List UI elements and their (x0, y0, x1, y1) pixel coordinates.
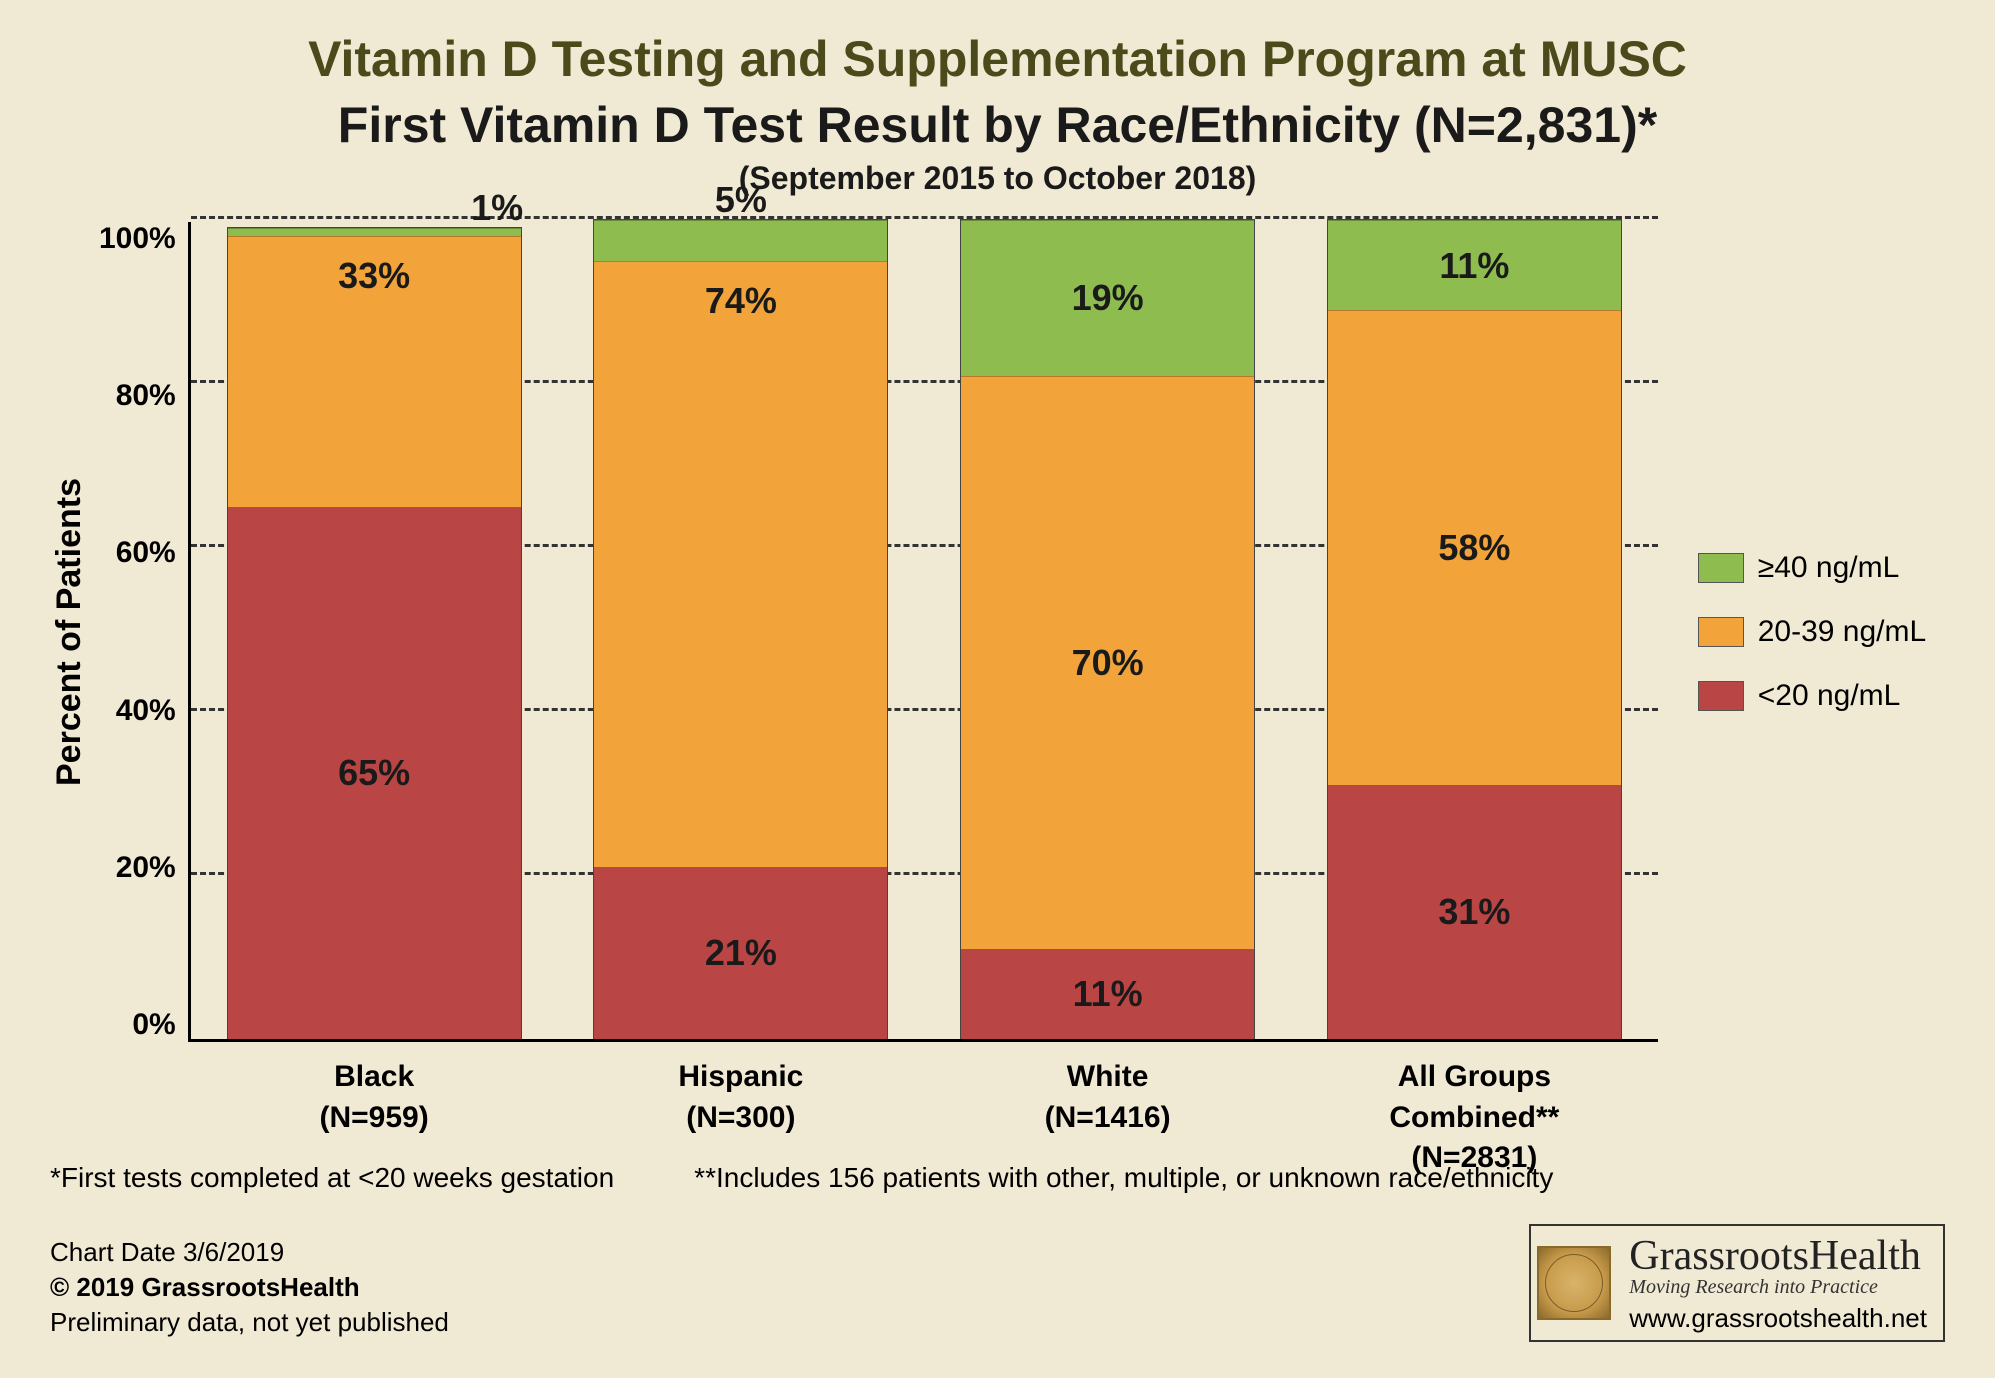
vitruvian-icon (1537, 1246, 1611, 1320)
legend-item: 20-39 ng/mL (1698, 615, 1926, 649)
logo-name: GrassrootsHealth (1629, 1232, 1927, 1280)
segment-label: 33% (228, 255, 521, 297)
legend-label: ≥40 ng/mL (1758, 551, 1900, 585)
bar-hispanic: 21% 74% 5% (593, 219, 888, 1039)
logo-text: GrassrootsHealth Moving Research into Pr… (1629, 1232, 1927, 1334)
bar-white: 11% 70% 19% (960, 219, 1255, 1039)
bar-all-groups-combined-: 31% 58% 11% (1327, 219, 1622, 1039)
y-tick-label: 0% (99, 1008, 176, 1042)
legend-item: ≥40 ng/mL (1698, 551, 1926, 585)
legend-swatch (1698, 553, 1744, 583)
segment-high: 5% (594, 220, 887, 261)
title-block: Vitamin D Testing and Supplementation Pr… (50, 30, 1945, 197)
y-tick-label: 60% (99, 536, 176, 570)
x-label: All Groups Combined**(N=2831) (1327, 1057, 1622, 1179)
main-title: Vitamin D Testing and Supplementation Pr… (50, 30, 1945, 88)
y-tick-label: 40% (99, 694, 176, 728)
copyright: © 2019 GrassrootsHealth (50, 1270, 449, 1305)
segment-high: 19% (961, 220, 1254, 376)
legend-swatch (1698, 617, 1744, 647)
x-label: White(N=1416) (960, 1057, 1255, 1179)
x-axis-labels: Black(N=959) Hispanic(N=300) White(N=1416)… (191, 1057, 1658, 1179)
logo: GrassrootsHealth Moving Research into Pr… (1529, 1224, 1945, 1342)
legend-label: <20 ng/mL (1758, 679, 1901, 713)
meta-block: Chart Date 3/6/2019 © 2019 GrassrootsHea… (50, 1235, 449, 1340)
x-label: Hispanic(N=300) (593, 1057, 888, 1179)
legend-label: 20-39 ng/mL (1758, 615, 1926, 649)
segment-mid: 74% (594, 261, 887, 867)
y-tick-label: 20% (99, 851, 176, 885)
segment-low: 11% (961, 949, 1254, 1039)
preliminary-note: Preliminary data, not yet published (50, 1305, 449, 1340)
segment-high: 11% (1328, 220, 1621, 310)
segment-label: 19% (961, 277, 1254, 319)
bars-container: 65% 33% 1% 21% 74% 5% 11% 70% 19% 31% 58% 11% (191, 222, 1658, 1039)
segment-label: 70% (961, 642, 1254, 684)
date-range: (September 2015 to October 2018) (50, 160, 1945, 197)
segment-label: 5% (594, 179, 887, 221)
x-label: Black(N=959) (227, 1057, 522, 1179)
bar-black: 65% 33% 1% (227, 227, 522, 1039)
plot-area: 65%33%1%21%74%5%11%70%19%31%58%11% Black… (188, 222, 1658, 1042)
sub-title: First Vitamin D Test Result by Race/Ethn… (50, 96, 1945, 154)
chart: Percent of Patients 100% 80% 60% 40% 20% 0% 6… (50, 222, 1945, 1042)
segment-label: 58% (1328, 527, 1621, 569)
y-axis-ticks: 100% 80% 60% 40% 20% 0% (99, 222, 188, 1042)
y-axis-title: Percent of Patients (50, 222, 89, 1042)
legend: ≥40 ng/mL 20-39 ng/mL <20 ng/mL (1698, 222, 1926, 1042)
segment-label: 11% (1328, 245, 1621, 287)
segment-label: 21% (594, 932, 887, 974)
logo-url: www.grassrootshealth.net (1629, 1303, 1927, 1334)
segment-label: 11% (961, 973, 1254, 1015)
legend-item: <20 ng/mL (1698, 679, 1926, 713)
segment-label: 74% (594, 280, 887, 322)
segment-high: 1% (228, 228, 521, 236)
y-tick-label: 80% (99, 379, 176, 413)
segment-mid: 33% (228, 236, 521, 506)
legend-swatch (1698, 681, 1744, 711)
segment-label: 65% (228, 752, 521, 794)
segment-low: 21% (594, 867, 887, 1039)
segment-low: 31% (1328, 785, 1621, 1039)
segment-label: 31% (1328, 891, 1621, 933)
segment-low: 65% (228, 507, 521, 1039)
y-tick-label: 100% (99, 222, 176, 256)
segment-mid: 58% (1328, 310, 1621, 785)
segment-mid: 70% (961, 376, 1254, 949)
chart-date: Chart Date 3/6/2019 (50, 1235, 449, 1270)
